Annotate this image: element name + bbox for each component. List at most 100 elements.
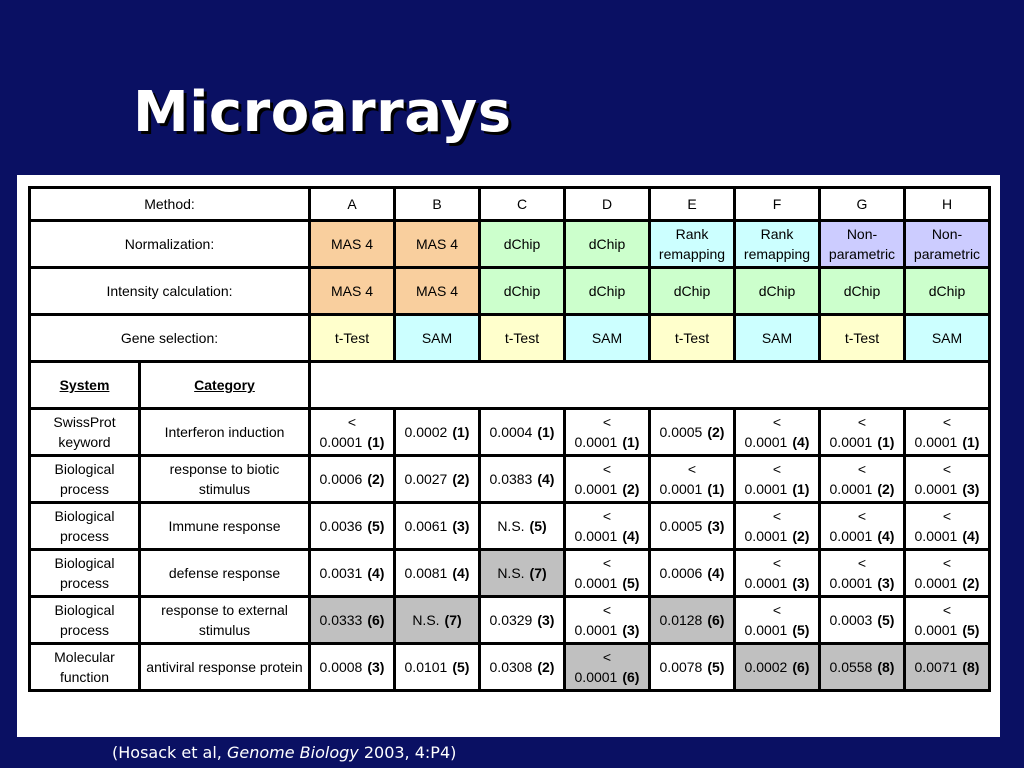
category-text: response to biotic stimulus xyxy=(169,461,280,497)
rank: (1) xyxy=(622,434,640,450)
rank: (2) xyxy=(537,659,555,675)
value-cell: 0.0078 (5) xyxy=(648,642,736,692)
rank: (5) xyxy=(529,518,547,534)
rank: (2) xyxy=(792,528,810,544)
category-header-text: Category xyxy=(194,377,255,393)
value-cell: 0.0002 (1) xyxy=(393,407,481,457)
rank: (4) xyxy=(877,528,895,544)
citation: (Hosack et al, Genome Biology 2003, 4:P4… xyxy=(112,743,456,762)
system-cell: Biological process xyxy=(28,501,141,551)
p-value: 0.0002 xyxy=(404,424,448,440)
intensity-label-cell-text: Intensity calculation: xyxy=(106,283,233,299)
p-value: 0.0036 xyxy=(319,518,363,534)
rank: (4) xyxy=(367,565,385,581)
p-value: 0.0004 xyxy=(489,424,533,440)
system-cell: Biological process xyxy=(28,548,141,598)
gene-selection-cell-text: SAM xyxy=(761,330,793,346)
p-value: 0.0071 xyxy=(914,659,958,675)
value-cell: N.S. (7) xyxy=(478,548,566,598)
rank: (3) xyxy=(622,622,640,638)
gene-selection-cell-text: t-Test xyxy=(504,330,540,346)
rank: (4) xyxy=(962,528,980,544)
value-cell: 0.0031 (4) xyxy=(308,548,396,598)
p-value: 0.0006 xyxy=(659,565,703,581)
method-label-cell: Method: xyxy=(28,186,311,222)
normalization-cell-line1: Rank xyxy=(675,226,709,242)
normalization-cell-line1: Rank xyxy=(760,226,794,242)
category-text: Immune response xyxy=(168,518,281,534)
system-cell: Biological process xyxy=(28,454,141,504)
intensity-cell-text: dChip xyxy=(758,283,796,299)
rank: (4) xyxy=(537,471,555,487)
value-cell: 0.0006 (4) xyxy=(648,548,736,598)
rank: (4) xyxy=(622,528,640,544)
intensity-cell: dChip xyxy=(563,266,651,316)
system-line2: process xyxy=(59,481,110,497)
system-cell: SwissProt keyword xyxy=(28,407,141,457)
rank: (1) xyxy=(962,434,980,450)
rank: (5) xyxy=(962,622,980,638)
method-3: D xyxy=(563,186,651,222)
value-cell: 0.0005 (3) xyxy=(648,501,736,551)
value-cell: 0.0329 (3) xyxy=(478,595,566,645)
system-line2: process xyxy=(59,528,110,544)
value-cell: < 0.0001 (2) xyxy=(818,454,906,504)
method-label: F xyxy=(772,196,782,212)
category-cell: response to external stimulus xyxy=(138,595,311,645)
intensity-cell-text: MAS 4 xyxy=(330,283,373,299)
rank: (2) xyxy=(367,471,385,487)
value-cell: < 0.0001 (1) xyxy=(648,454,736,504)
value-cell: < 0.0001 (4) xyxy=(563,501,651,551)
intensity-cell: dChip xyxy=(648,266,736,316)
value-cell: 0.0383 (4) xyxy=(478,454,566,504)
system-header: System xyxy=(28,360,141,410)
p-value: < 0.0001 xyxy=(914,508,958,544)
rank: (6) xyxy=(792,659,810,675)
p-value: < 0.0001 xyxy=(744,414,788,450)
p-value: 0.0003 xyxy=(829,612,873,628)
rank: (6) xyxy=(622,669,640,685)
value-cell: 0.0081 (4) xyxy=(393,548,481,598)
normalization-cell: MAS 4 xyxy=(308,219,396,269)
p-value: < 0.0001 xyxy=(829,461,873,497)
value-cell: 0.0008 (3) xyxy=(308,642,396,692)
value-cell: 0.0061 (3) xyxy=(393,501,481,551)
category-cell: Interferon induction xyxy=(138,407,311,457)
system-line2: keyword xyxy=(58,434,111,450)
rank: (8) xyxy=(877,659,895,675)
category-line2: stimulus xyxy=(198,622,251,638)
value-cell: < 0.0001 (3) xyxy=(903,454,991,504)
normalization-cell-line1: Non- xyxy=(846,226,878,242)
p-value: 0.0006 xyxy=(319,471,363,487)
method-7: H xyxy=(903,186,991,222)
value-cell: 0.0027 (2) xyxy=(393,454,481,504)
gene-selection-cell: SAM xyxy=(563,313,651,363)
intensity-cell: MAS 4 xyxy=(393,266,481,316)
p-value: 0.0128 xyxy=(659,612,703,628)
slide-title: Microarrays xyxy=(133,80,512,145)
normalization-label-cell-text: Normalization: xyxy=(124,236,215,252)
rank: (4) xyxy=(707,565,725,581)
value-cell: < 0.0001 (5) xyxy=(563,548,651,598)
p-value: N.S. xyxy=(497,518,525,534)
p-value: < 0.0001 xyxy=(744,555,788,591)
intensity-cell: dChip xyxy=(478,266,566,316)
normalization-cell-text: dChip xyxy=(588,236,626,252)
intensity-cell: dChip xyxy=(733,266,821,316)
value-cell: < 0.0001 (4) xyxy=(818,501,906,551)
rank: (1) xyxy=(452,424,470,440)
method-4: E xyxy=(648,186,736,222)
p-value: < 0.0001 xyxy=(744,508,788,544)
rank: (1) xyxy=(792,481,810,497)
intensity-cell: dChip xyxy=(818,266,906,316)
p-value: 0.0078 xyxy=(659,659,703,675)
citation-prefix: (Hosack et al, xyxy=(112,743,227,762)
p-value: 0.0308 xyxy=(489,659,533,675)
category-cell: response to biotic stimulus xyxy=(138,454,311,504)
gene-selection-cell: SAM xyxy=(733,313,821,363)
value-cell: N.S. (5) xyxy=(478,501,566,551)
p-value: < 0.0001 xyxy=(914,414,958,450)
value-cell: 0.0333 (6) xyxy=(308,595,396,645)
citation-suffix: 2003, 4:P4) xyxy=(358,743,457,762)
system-header-text: System xyxy=(59,377,110,393)
